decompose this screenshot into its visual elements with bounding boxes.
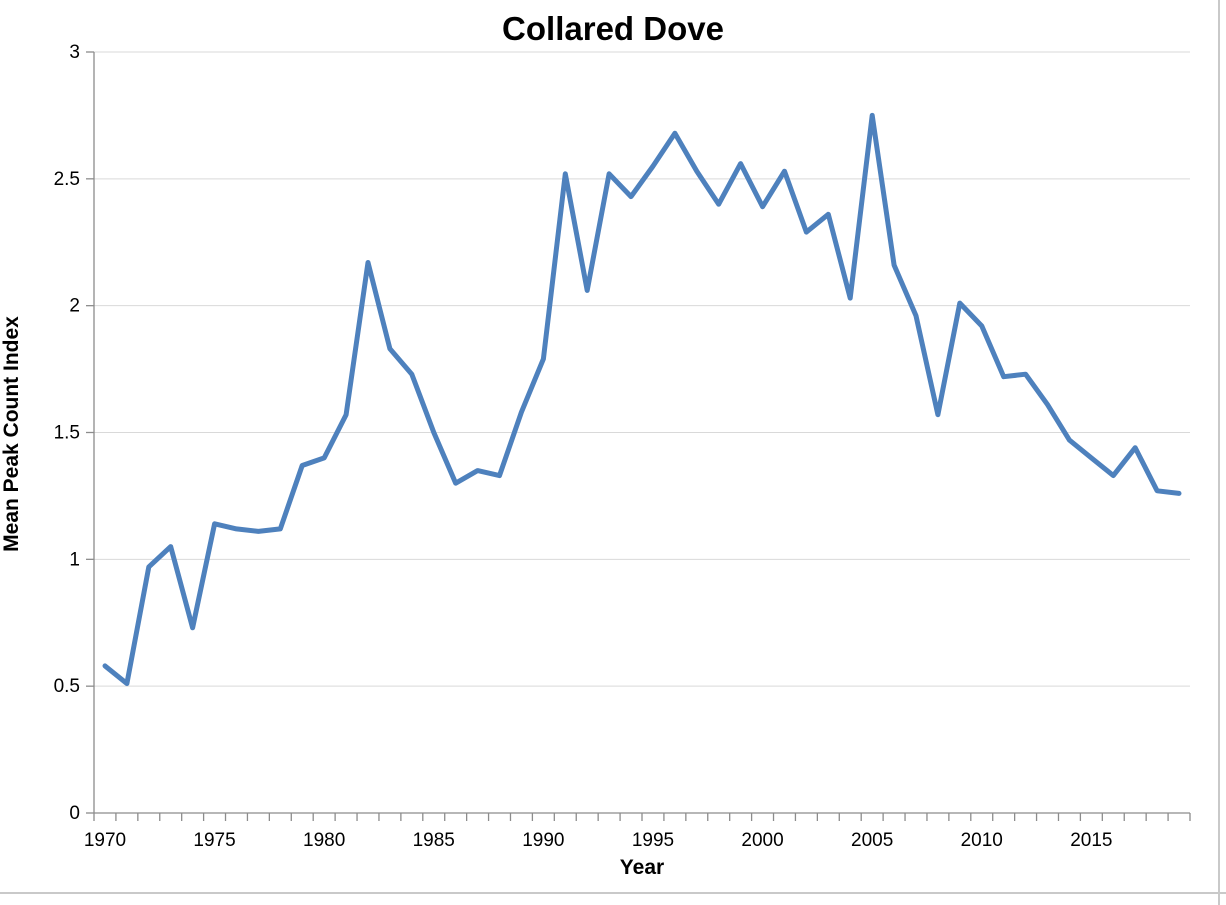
x-tick-label: 1985	[413, 830, 455, 851]
y-tick-label: 2	[69, 296, 80, 317]
window-edge-right	[1218, 0, 1220, 905]
x-tick-label: 1975	[193, 830, 235, 851]
chart-title: Collared Dove	[502, 10, 724, 47]
x-axis-title: Year	[619, 856, 665, 879]
series-line-collared-dove	[102, 112, 1182, 687]
window-edge-bottom	[0, 892, 1226, 894]
y-tick-label: 3	[69, 42, 80, 63]
x-tick-label: 2010	[961, 830, 1003, 851]
y-axis-title: Mean Peak Count Index	[0, 316, 23, 552]
x-tick-label: 1970	[84, 830, 126, 851]
x-tick-label: 2000	[741, 830, 783, 851]
y-tick-label: 1.5	[54, 423, 80, 444]
x-tick-label: 1995	[632, 830, 674, 851]
x-tick-label: 2015	[1070, 830, 1112, 851]
y-tick-label: 2.5	[54, 169, 80, 190]
y-tick-label: 0	[69, 803, 80, 824]
x-tick-label: 1990	[522, 830, 564, 851]
y-tick-label: 1	[69, 549, 80, 570]
x-tick-label: 1980	[303, 830, 345, 851]
y-tick-label: 0.5	[54, 676, 80, 697]
x-tick-label: 2005	[851, 830, 893, 851]
